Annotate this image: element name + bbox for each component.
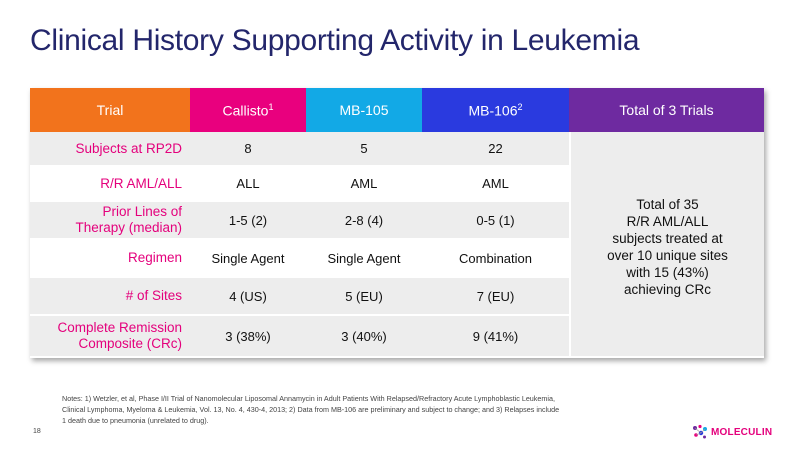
- cell-mb106: Combination: [422, 240, 569, 278]
- row-label: Prior Lines of Therapy (median): [30, 202, 190, 240]
- cell-mb106: 7 (EU): [422, 278, 569, 316]
- cell-callisto: 1-5 (2): [190, 202, 306, 240]
- company-logo: MOLECULIN: [692, 424, 772, 440]
- cell-mb105: 5: [306, 132, 422, 167]
- cell-mb106: 22: [422, 132, 569, 167]
- table-row: Prior Lines of Therapy (median) 1-5 (2) …: [30, 202, 764, 240]
- table-row: # of Sites 4 (US) 5 (EU) 7 (EU): [30, 278, 764, 316]
- table-row: R/R AML/ALL ALL AML AML: [30, 167, 764, 202]
- total-line: over 10 unique sites: [607, 248, 728, 263]
- total-line: achieving CRc: [623, 282, 712, 297]
- row-label: Regimen: [30, 240, 190, 278]
- footnote-line: Notes: 1) Wetzler, et al, Phase I/II Tri…: [62, 394, 555, 403]
- footnotes: Notes: 1) Wetzler, et al, Phase I/II Tri…: [62, 393, 690, 426]
- cell-callisto: 3 (38%): [190, 316, 306, 358]
- cell-mb105: 5 (EU): [306, 278, 422, 316]
- molecule-icon: [693, 424, 707, 439]
- cell-mb105: 2-8 (4): [306, 202, 422, 240]
- total-line: with 15 (43%): [626, 265, 709, 280]
- row-label: Subjects at RP2D: [30, 132, 190, 167]
- row-label: Complete Remission Composite (CRc): [30, 316, 190, 358]
- header-trial: Trial: [30, 88, 190, 132]
- page-number: 18: [33, 428, 41, 435]
- cell-mb106: AML: [422, 167, 569, 202]
- footnote-line: Clinical Lymphoma, Myeloma & Leukemia, V…: [62, 405, 560, 414]
- row-label-line: Therapy (median): [75, 220, 182, 235]
- table-row: Complete Remission Composite (CRc) 3 (38…: [30, 316, 764, 358]
- cell-callisto: 4 (US): [190, 278, 306, 316]
- total-line: R/R AML/ALL: [626, 214, 709, 229]
- total-line: Total of 35: [636, 197, 699, 212]
- row-label: R/R AML/ALL: [30, 167, 190, 202]
- cell-mb106: 9 (41%): [422, 316, 569, 358]
- header-total: Total of 3 Trials: [569, 88, 764, 132]
- cell-callisto: 8: [190, 132, 306, 167]
- cell-callisto: ALL: [190, 167, 306, 202]
- cell-callisto: Single Agent: [190, 240, 306, 278]
- cell-mb105: 3 (40%): [306, 316, 422, 358]
- header-mb106: MB-1062: [422, 88, 569, 132]
- total-line: subjects treated at: [612, 231, 723, 246]
- row-label-line: Composite (CRc): [78, 336, 182, 351]
- cell-mb105: Single Agent: [306, 240, 422, 278]
- header-mb105: MB-105: [306, 88, 422, 132]
- logo-text: MOLECULIN: [711, 426, 773, 438]
- footnote-line: 1 death due to pneumonia (unrelated to d…: [62, 416, 209, 425]
- table-row: Regimen Single Agent Single Agent Combin…: [30, 240, 764, 278]
- total-summary: Total of 35 R/R AML/ALL subjects treated…: [569, 132, 764, 358]
- page-title: Clinical History Supporting Activity in …: [30, 24, 640, 57]
- cell-mb106: 0-5 (1): [422, 202, 569, 240]
- header-callisto: Callisto1: [190, 88, 306, 132]
- trials-table: Trial Callisto1 MB-105 MB-1062 Total of …: [30, 88, 764, 358]
- table-row: Subjects at RP2D 8 5 22 Total of 35 R/R …: [30, 132, 764, 358]
- row-label-line: Complete Remission: [57, 320, 182, 335]
- table-header-row: Trial Callisto1 MB-105 MB-1062 Total of …: [30, 88, 764, 132]
- row-label: # of Sites: [30, 278, 190, 316]
- cell-mb105: AML: [306, 167, 422, 202]
- row-label-line: Prior Lines of: [102, 204, 182, 219]
